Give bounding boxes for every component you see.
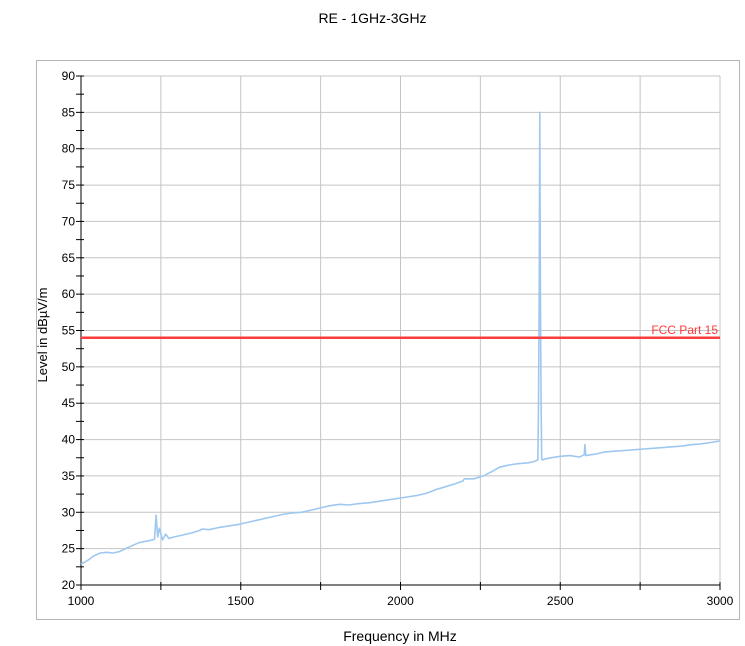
x-axis-label: Frequency in MHz [343,628,457,644]
limit-line-label: FCC Part 15 [651,323,718,337]
y-tick-label: 25 [62,542,76,556]
y-tick-label: 65 [62,251,76,265]
y-tick-label: 75 [62,178,76,192]
x-tick-label: 2000 [387,594,414,608]
y-axis-label: Level in dBµV/m [35,288,50,383]
y-tick-label: 40 [62,433,76,447]
y-tick-label: 80 [62,142,76,156]
y-tick-label: 70 [62,214,76,228]
y-tick-label: 60 [62,287,76,301]
series-layer [80,111,721,565]
x-tick-label: 1000 [68,594,95,608]
y-tick-label: 35 [62,469,76,483]
x-tick-label: 3000 [707,594,734,608]
y-tick-label: 85 [62,105,76,119]
axes: 20 25 30 35 40 45 50 55 60 65 70 75 80 85 90 1000 1500 20… [62,69,734,608]
y-tick-label: 55 [62,324,76,338]
y-tick-label: 90 [62,69,76,83]
grid [80,75,721,586]
measurement-trace [80,111,721,565]
chart-frame [36,60,740,620]
chart-title: RE - 1GHz-3GHz [318,10,427,26]
limit-layer: FCC Part 15 [81,323,720,340]
x-tick-label: 2500 [547,594,574,608]
y-tick-label: 45 [62,396,76,410]
x-tick-label: 1500 [227,594,254,608]
y-tick-label: 50 [62,360,76,374]
y-tick-label: 20 [62,578,76,592]
y-tick-label: 30 [62,505,76,519]
